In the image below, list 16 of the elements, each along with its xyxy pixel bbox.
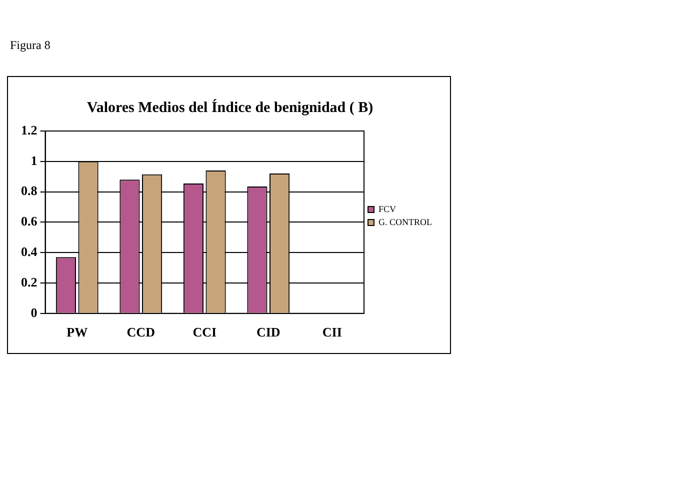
y-tick-label: 0.4 — [21, 244, 38, 259]
chart-title: Valores Medios del Índice de benignidad ( B) — [86, 98, 374, 116]
x-tick-label: CID — [256, 324, 280, 340]
x-tick-label: PW — [66, 324, 88, 340]
y-tick-label: 0.2 — [21, 274, 38, 290]
legend-label: FCV — [378, 204, 397, 214]
text: Figura 8 — [10, 38, 50, 53]
x-tick-label: CII — [322, 324, 342, 340]
x-tick-label: CCI — [192, 324, 217, 340]
legend-label: G. CONTROL — [378, 216, 432, 227]
y-tick-label: 0.6 — [21, 214, 38, 229]
y-tick-label: 1 — [30, 152, 38, 168]
y-tick-label: 0 — [30, 304, 38, 320]
x-tick-label: CCD — [126, 324, 155, 340]
y-tick-label: 1.2 — [21, 122, 38, 138]
y-tick-label: 0.8 — [21, 183, 38, 198]
